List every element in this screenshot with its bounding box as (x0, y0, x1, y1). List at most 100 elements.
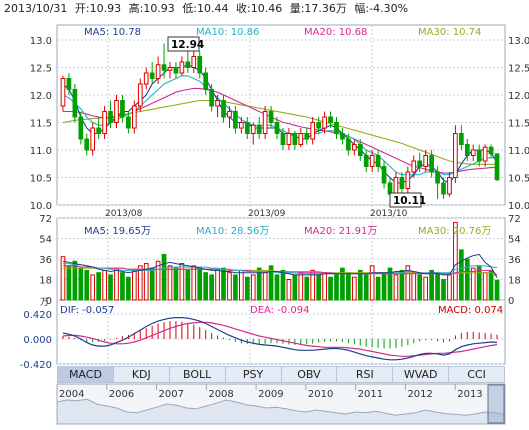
candle-body (464, 144, 470, 156)
tab-wvad[interactable]: WVAD (393, 367, 450, 382)
candle-body (90, 127, 96, 151)
volume-bar (316, 274, 321, 301)
price-tick-left: 11.0 (30, 146, 52, 157)
candle-body (411, 160, 417, 173)
candle-body (78, 116, 84, 140)
macd-legend-dea: DEA: -0.094 (250, 305, 309, 316)
volume-bar (191, 265, 197, 301)
price-tick-right: 13.0 (508, 36, 529, 47)
candle-body (155, 64, 161, 79)
overview-area (56, 398, 506, 425)
candle-body (381, 166, 387, 184)
candle-body (215, 100, 220, 107)
candle-body (137, 83, 143, 107)
candle-body (60, 78, 66, 107)
price-tick-right: 10.5 (508, 174, 529, 185)
price-tick-right: 11.0 (508, 146, 529, 157)
high-price-box (167, 36, 200, 52)
volume-bar (120, 272, 125, 301)
price-tick-right: 11.5 (508, 119, 529, 130)
overview-year-label: 2009 (258, 389, 283, 400)
price-tick-left: 11.5 (30, 119, 52, 130)
volume-tick-left: 72 (39, 214, 52, 225)
volume-bar (441, 279, 446, 301)
volume-bar (435, 272, 440, 301)
macd-series (62, 317, 498, 361)
candle-body (488, 146, 494, 155)
overview-navigator[interactable]: 2004 2006 2007 2008 2009 2010 2011 2012 2013 (56, 384, 506, 425)
candle-body (239, 122, 244, 129)
candle-body (417, 160, 423, 167)
candle-body (328, 116, 333, 123)
candle-body (84, 138, 90, 151)
tab-boll[interactable]: BOLL (170, 367, 226, 382)
vol-legend-ma30: MA30: 20.76万 (418, 226, 491, 237)
macd-tick-left: 0.000 (23, 335, 52, 346)
candle-body (250, 124, 256, 134)
low-price-box (389, 192, 422, 208)
volume-bar (197, 267, 203, 301)
tab-obv[interactable]: OBV (282, 367, 338, 382)
volume-bar (340, 267, 345, 301)
candle-body (191, 56, 197, 68)
tab-psy[interactable]: PSY (226, 367, 282, 382)
volume-bars (60, 222, 500, 301)
volume-bar (215, 269, 220, 301)
volume-bar (126, 276, 131, 301)
volume-bar (351, 276, 357, 301)
candle-body (423, 155, 429, 167)
volume-bar (464, 258, 470, 301)
volume-bar (399, 269, 405, 301)
candle-body (143, 72, 149, 85)
volume-bar (90, 274, 96, 301)
tab-rsi[interactable]: RSI (337, 367, 394, 382)
price-tick-left: 12.5 (30, 64, 52, 75)
volume-bar (310, 269, 316, 301)
volume-bar (328, 276, 333, 301)
candle-body (120, 100, 125, 118)
volume-bar (423, 276, 429, 301)
macd-legend-dif: DIF: -0.057 (60, 305, 114, 316)
header-high: 高:10.93 (129, 1, 175, 15)
candle-body (304, 133, 310, 140)
volume-bar (346, 272, 351, 301)
volume-bar (203, 272, 209, 301)
volume-bar (286, 279, 292, 301)
volume-bar (60, 256, 66, 301)
dea-line (62, 321, 498, 357)
candle-body (286, 133, 292, 145)
volume-bar (482, 272, 488, 301)
candle-body (310, 122, 316, 140)
candle-body (441, 182, 446, 195)
tab-macd[interactable]: MACD (58, 367, 114, 382)
indicator-tabs: MACD KDJ BOLL PSY OBV RSI WVAD CCI (57, 366, 505, 383)
candle-body (387, 182, 393, 195)
high-price-label: 12.94 (171, 39, 204, 51)
tab-cci[interactable]: CCI (467, 368, 486, 381)
candle-body (363, 155, 369, 167)
volume-bar (131, 269, 137, 301)
volume-tick-right: 18 (508, 276, 521, 287)
candle-body (149, 72, 155, 79)
candle-body (447, 177, 452, 195)
overview-year-label: 2013 (457, 389, 482, 400)
volume-bar (102, 269, 107, 301)
volume-bar (233, 274, 238, 301)
candle-body (131, 105, 137, 129)
volume-ma-lines (62, 253, 498, 278)
legend-ma30: MA30: 10.74 (418, 27, 481, 38)
candle-body (114, 100, 119, 123)
volume-tick-left: 18 (39, 276, 52, 287)
volume-bar (173, 267, 179, 301)
candle-body (476, 149, 482, 162)
overview-year-label: 2010 (308, 389, 333, 400)
volume-bar (108, 274, 113, 301)
candle-body (256, 124, 262, 134)
price-tick-right: 10.0 (508, 201, 529, 212)
macd-legend-macd: MACD: 0.074 (438, 305, 503, 316)
volume-bar (185, 269, 191, 301)
candle-body (262, 111, 268, 134)
volume-bar (84, 269, 90, 301)
tab-kdj[interactable]: KDJ (114, 367, 170, 382)
